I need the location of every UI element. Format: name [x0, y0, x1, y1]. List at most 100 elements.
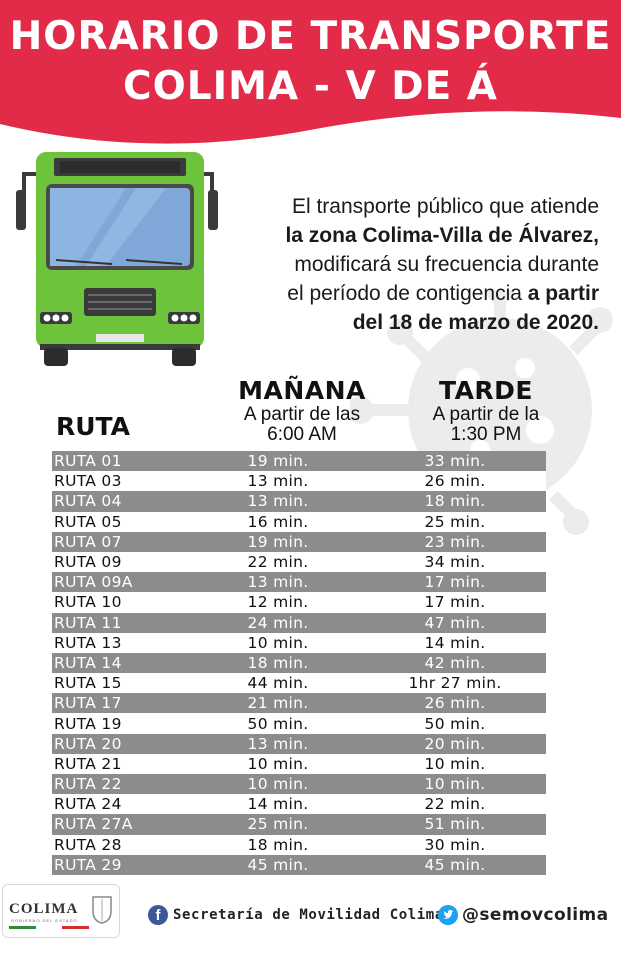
twitter-handle: @semovcolima — [462, 905, 609, 925]
manana-cell: 24 min. — [247, 613, 309, 632]
table-row: RUTA 04 13 min. 18 min. — [52, 491, 546, 512]
tarde-cell: 42 min. — [424, 653, 486, 672]
manana-cell: 13 min. — [247, 472, 309, 491]
tarde-cell: 47 min. — [424, 613, 486, 632]
manana-cell: 10 min. — [247, 754, 309, 773]
facebook-link[interactable]: f Secretaría de Movilidad Colima — [148, 905, 444, 925]
table-row: RUTA 09 22 min. 34 min. — [52, 551, 546, 573]
table-row: RUTA 11 24 min. 47 min. — [52, 612, 546, 633]
manana-cell: 13 min. — [247, 734, 309, 753]
manana-cell: 50 min. — [247, 714, 309, 733]
ruta-cell: RUTA 21 — [54, 754, 122, 773]
page-title: HORARIO DE TRANSPORTE — [9, 14, 612, 59]
ruta-cell: RUTA 14 — [54, 653, 122, 672]
tarde-cell: 10 min. — [424, 754, 486, 773]
table-row: RUTA 17 21 min. 26 min. — [52, 693, 546, 714]
table-row: RUTA 05 16 min. 25 min. — [52, 511, 546, 532]
tarde-cell: 51 min. — [424, 815, 486, 834]
table-row: RUTA 22 10 min. 10 min. — [52, 774, 546, 795]
ruta-cell: RUTA 22 — [54, 775, 122, 794]
table-row: RUTA 07 19 min. 23 min. — [52, 531, 546, 552]
intro-bold-date: del 18 de marzo de 2020. — [352, 311, 599, 334]
tarde-sub2: 1:30 PM — [450, 424, 522, 445]
tarde-cell: 34 min. — [424, 553, 486, 572]
ruta-cell: RUTA 19 — [54, 714, 122, 733]
virus-watermark-icon — [350, 290, 613, 535]
table-row: RUTA 09A 13 min. 17 min. — [52, 572, 546, 593]
ruta-cell: RUTA 09A — [54, 573, 133, 592]
intro-line: El transporte público que atiende — [291, 195, 599, 218]
manana-sub2: 6:00 AM — [267, 424, 337, 445]
tarde-cell: 1hr 27 min. — [408, 674, 502, 693]
tarde-title: TARDE — [438, 376, 534, 405]
tarde-cell: 10 min. — [424, 775, 486, 794]
twitter-icon — [438, 905, 458, 925]
ruta-cell: RUTA 10 — [54, 593, 122, 612]
ruta-cell: RUTA 20 — [54, 734, 122, 753]
ruta-cell: RUTA 07 — [54, 532, 122, 551]
ruta-cell: RUTA 05 — [54, 512, 122, 531]
table-row: RUTA 03 13 min. 26 min. — [52, 471, 546, 492]
ruta-cell: RUTA 01 — [54, 452, 122, 471]
ruta-cell: RUTA 03 — [54, 472, 122, 491]
manana-cell: 14 min. — [247, 795, 309, 814]
tarde-cell: 26 min. — [424, 472, 486, 491]
tarde-cell: 50 min. — [424, 714, 486, 733]
table-row: RUTA 24 14 min. 22 min. — [52, 794, 546, 815]
tarde-cell: 33 min. — [424, 452, 486, 471]
manana-cell: 45 min. — [247, 855, 309, 874]
manana-cell: 10 min. — [247, 633, 309, 652]
tarde-sub1: A partir de la — [432, 404, 540, 425]
tarde-cell: 22 min. — [424, 795, 486, 814]
intro-paragraph: El transporte público que atiende la zon… — [219, 192, 599, 337]
table-row: RUTA 14 18 min. 42 min. — [52, 652, 546, 674]
manana-cell: 21 min. — [247, 694, 309, 713]
manana-cell: 19 min. — [247, 532, 309, 551]
manana-cell: 13 min. — [247, 492, 309, 511]
logo-stripe — [9, 926, 90, 929]
manana-cell: 10 min. — [247, 775, 309, 794]
intro-bold-zone: la zona Colima-Villa de Álvarez, — [285, 224, 599, 247]
tarde-cell: 30 min. — [424, 835, 486, 854]
table-row: RUTA 01 19 min. 33 min. — [52, 451, 546, 472]
header-background — [0, 0, 621, 144]
table-row: RUTA 19 50 min. 50 min. — [52, 713, 546, 734]
tarde-cell: 14 min. — [424, 633, 486, 652]
intro-line: modificará su frecuencia durante — [294, 253, 599, 276]
table-row: RUTA 10 12 min. 17 min. — [52, 592, 546, 613]
ruta-cell: RUTA 29 — [54, 855, 122, 874]
manana-cell: 13 min. — [247, 573, 309, 592]
ruta-cell: RUTA 24 — [54, 795, 122, 814]
twitter-link[interactable]: @semovcolima — [438, 905, 609, 925]
table-row: RUTA 29 45 min. 45 min. — [52, 854, 546, 875]
ruta-cell: RUTA 27A — [54, 815, 133, 834]
manana-cell: 18 min. — [247, 653, 309, 672]
tarde-cell: 25 min. — [424, 512, 486, 531]
intro-line: el período de contigencia — [287, 282, 528, 305]
logo-subtext: GOBIERNO DEL ESTADO — [11, 918, 78, 923]
facebook-text: Secretaría de Movilidad Colima — [173, 907, 444, 923]
bus-illustration — [16, 152, 218, 366]
shield-icon — [92, 896, 112, 924]
ruta-cell: RUTA 28 — [54, 835, 122, 854]
manana-cell: 44 min. — [247, 674, 309, 693]
table-row: RUTA 13 10 min. 14 min. — [52, 632, 546, 653]
manana-cell: 25 min. — [247, 815, 309, 834]
manana-title: MAÑANA — [238, 376, 366, 405]
colima-government-logo: COLIMA GOBIERNO DEL ESTADO — [2, 884, 120, 938]
page-subtitle: COLIMA - V DE Á — [122, 64, 498, 109]
manana-sub1: A partir de las — [243, 404, 361, 425]
manana-cell: 18 min. — [247, 835, 309, 854]
table-row: RUTA 28 18 min. 30 min. — [52, 834, 546, 855]
table-row: RUTA 15 44 min. 1hr 27 min. — [52, 673, 546, 694]
tarde-cell: 17 min. — [424, 593, 486, 612]
tarde-cell: 18 min. — [424, 492, 486, 511]
tarde-cell: 45 min. — [424, 855, 486, 874]
ruta-cell: RUTA 15 — [54, 674, 122, 693]
tarde-cell: 20 min. — [424, 734, 486, 753]
table-row: RUTA 20 13 min. 20 min. — [52, 733, 546, 754]
manana-cell: 12 min. — [247, 593, 309, 612]
ruta-cell: RUTA 04 — [54, 492, 122, 511]
tarde-cell: 17 min. — [424, 573, 486, 592]
manana-cell: 22 min. — [247, 553, 309, 572]
